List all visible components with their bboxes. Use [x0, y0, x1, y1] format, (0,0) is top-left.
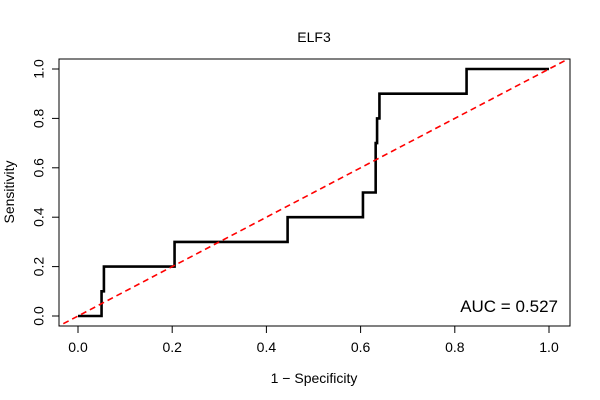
series-layer — [59, 59, 570, 326]
x-axis-label: 1 − Specificity — [271, 370, 358, 386]
y-tick-label: 0.8 — [31, 108, 47, 128]
y-tick-label: 0.2 — [31, 257, 47, 277]
chart-title: ELF3 — [297, 29, 331, 45]
x-tick-label: 0.0 — [68, 339, 88, 355]
x-tick-label: 1.0 — [539, 339, 559, 355]
x-tick-label: 0.6 — [351, 339, 371, 355]
y-tick-label: 1.0 — [31, 59, 47, 79]
x-axis: 0.0 0.2 0.4 0.6 0.8 1.0 — [68, 325, 559, 355]
y-tick-label: 0.0 — [31, 306, 47, 326]
auc-annotation: AUC = 0.527 — [460, 297, 558, 316]
x-tick-label: 0.8 — [445, 339, 465, 355]
y-axis: 0.0 0.2 0.4 0.6 0.8 1.0 — [31, 59, 60, 326]
x-tick-label: 0.4 — [257, 339, 277, 355]
reference-diagonal-line — [59, 59, 570, 326]
y-tick-label: 0.6 — [31, 158, 47, 178]
x-tick-label: 0.2 — [162, 339, 182, 355]
roc-curve-line — [78, 67, 549, 318]
y-tick-label: 0.4 — [31, 207, 47, 227]
y-axis-label: Sensitivity — [1, 160, 17, 223]
